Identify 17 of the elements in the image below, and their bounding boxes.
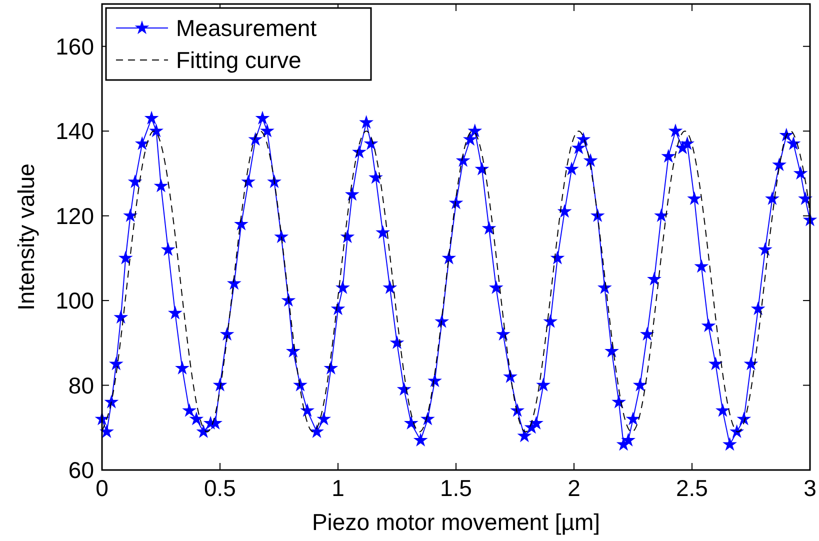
y-tick-label: 120 xyxy=(56,202,94,229)
x-tick-label: 1.5 xyxy=(440,475,472,501)
x-tick-label: 2 xyxy=(568,475,580,501)
y-tick-label: 80 xyxy=(68,372,94,398)
legend-label: Measurement xyxy=(176,15,318,42)
legend-label: Fitting curve xyxy=(176,47,302,74)
x-tick-label: 1 xyxy=(332,475,344,501)
x-tick-label: 0 xyxy=(96,475,108,501)
y-tick-label: 160 xyxy=(56,33,94,60)
y-tick-label: 140 xyxy=(56,118,94,144)
y-tick-label: 60 xyxy=(68,457,94,484)
y-tick-label: 100 xyxy=(56,288,94,314)
x-tick-label: 0.5 xyxy=(204,475,236,501)
x-tick-label: 2.5 xyxy=(676,475,708,501)
x-tick-label: 3 xyxy=(804,475,816,501)
y-axis-title: Intensity value xyxy=(13,163,39,311)
x-axis-title: Piezo motor movement [µm] xyxy=(312,509,600,535)
